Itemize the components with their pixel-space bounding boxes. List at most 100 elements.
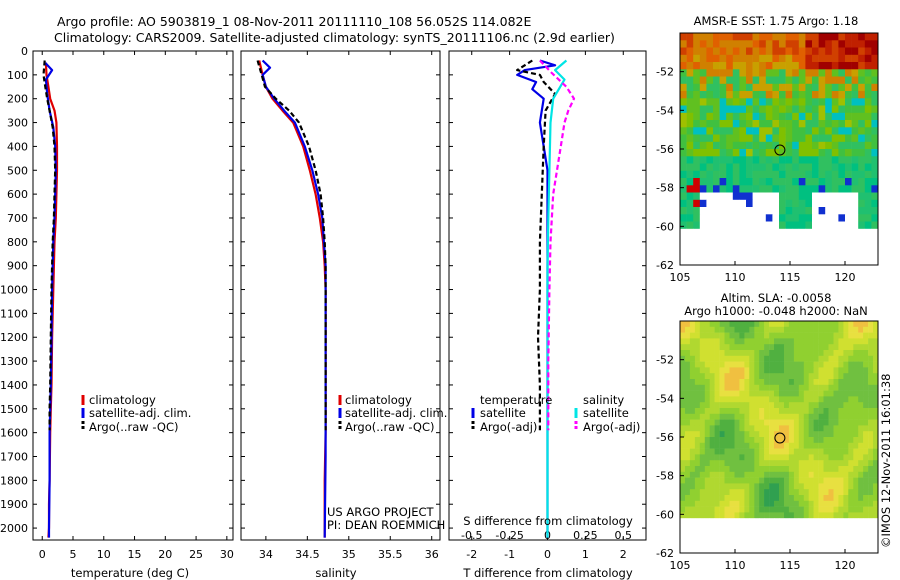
sst-cell [746,105,753,114]
sst-cell [812,98,819,106]
sst-cell [825,250,833,259]
sla-cell [719,419,725,426]
sla-cell [734,384,740,391]
sst-cell [864,76,872,85]
depth-tick-label: 100 [7,69,28,82]
salinity-axes-frame [240,50,441,541]
sla-cell [808,529,814,536]
sst-cell [851,40,859,48]
sla-cell [694,402,701,409]
sla-cell [808,460,814,467]
sst-cell [699,76,707,85]
sla-cell [863,350,869,357]
sla-cell [788,454,795,461]
sla-cell [680,489,686,496]
sla-cell [779,483,785,490]
sla-cell [764,326,770,333]
sla-cell [714,413,720,420]
sla-cell [808,413,814,420]
sla-cell [784,529,790,536]
sst-cell [785,120,793,128]
sst-cell [825,134,833,143]
sst-cell [838,127,846,135]
sst-cell [812,69,819,77]
sla-cell [838,524,844,531]
sla-cell [823,350,829,357]
sst-map-title: AMSR-E SST: 1.75 Argo: 1.18 [694,14,859,28]
salinity-x-label: salinity [315,566,356,580]
sla-cell [685,547,691,553]
sla-cell [788,419,795,426]
sst-cell [812,127,819,135]
sla-cell [774,535,780,542]
sla-cell [704,431,711,438]
sst-cell [825,33,833,41]
sst-cell [818,98,826,106]
sla-cell [749,442,755,449]
sla-cell [754,361,760,368]
sla-cell [764,471,770,478]
sst-cell [831,243,839,251]
sst-cell [805,228,813,237]
sst-cell [772,98,780,106]
sla-cell [853,541,859,548]
sst-cell [792,178,800,186]
sla-cell [868,524,874,531]
sst-cell [726,134,734,143]
sla-cell [694,437,701,444]
sst-cell [739,207,747,215]
depth-tick-label: 900 [7,260,28,273]
sst-cell [726,221,734,230]
sst-cell [693,141,701,150]
sla-cell [759,489,765,496]
sla-cell [680,373,686,380]
sst-cell [798,228,806,237]
sla-cell [863,413,869,420]
sst-cell [772,228,780,237]
sla-cell [843,460,849,467]
sst-cell [765,178,773,186]
sla-cell [749,437,755,444]
sst-cell [845,120,852,128]
sla-cell [749,408,755,415]
sst-cell [765,127,773,135]
sla-cell [694,547,701,553]
sla-cell [764,390,770,397]
lon-tick-label: 115 [780,559,801,572]
sla-cell [709,437,715,444]
sst-cell [785,47,793,56]
sst-cell [686,163,694,172]
sla-cell [749,413,755,420]
sla-cell [858,535,864,542]
lat-tick-label: -54 [656,392,674,405]
sst-cell [838,178,846,186]
sst-cell [812,170,819,179]
sla-cell [724,379,730,386]
sla-cell [724,448,730,455]
sst-cell [765,221,773,230]
sla-cell [749,466,755,473]
sst-cell [798,243,806,251]
legend-sal-satellite-label: satellite [583,406,629,420]
sst-cell [732,185,740,193]
sst-cell [845,257,852,265]
sst-cell [706,236,714,244]
sst-cell [719,170,727,179]
sst-cell [746,69,753,77]
sla-cell [858,338,864,345]
sst-cell [726,236,734,244]
sst-cell [825,112,833,121]
sst-cell [746,76,753,85]
sst-cell [818,141,826,150]
sla-cell [734,483,740,490]
sst-cell [686,120,694,128]
sla-cell [704,321,711,328]
sla-cell [685,483,691,490]
sla-cell [680,338,686,345]
sla-cell [689,512,696,519]
sla-cell [764,547,770,553]
sla-cell [719,524,725,531]
sst-cell [739,156,747,164]
sla-cell [774,361,780,368]
lat-tick-label: -54 [656,104,674,117]
